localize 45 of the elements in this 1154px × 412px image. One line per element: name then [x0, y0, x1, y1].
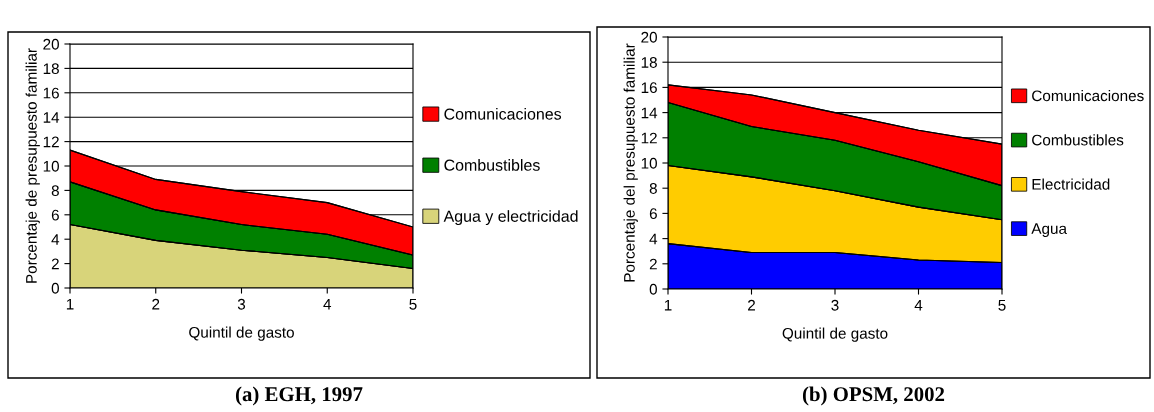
text: (a) EGH, 1997: [235, 386, 363, 406]
x-tick-label: 3: [831, 299, 839, 311]
y-tick-label: 4: [51, 234, 60, 245]
y-axis-title: Porcentaje de presupuesto familiar: [25, 48, 40, 283]
legend-label: Electricidad: [1032, 178, 1110, 190]
y-tick-label: 12: [43, 136, 59, 148]
y-tick-label: 6: [649, 208, 657, 220]
y-tick-label: 2: [649, 258, 657, 270]
x-tick-label: 4: [914, 299, 923, 311]
y-tick-label: 12: [641, 132, 657, 144]
x-tick-label: 4: [323, 298, 332, 310]
x-axis-title: Quintil de gasto: [189, 326, 294, 341]
y-tick-label: 2: [51, 258, 59, 270]
y-tick-label: 14: [641, 107, 658, 119]
legend-label: Combustibles: [444, 159, 540, 171]
y-axis-title: Porcentaje del presupuesto familiar: [623, 43, 638, 282]
legend-label: Comunicaciones: [444, 108, 562, 120]
y-tick-label: 10: [641, 157, 657, 169]
x-axis-title: Quintil de gasto: [782, 327, 888, 342]
text: (b) OPSM, 2002: [802, 386, 945, 406]
y-tick-label: 6: [51, 209, 59, 221]
y-tick-label: 20: [641, 31, 657, 43]
y-tick-label: 20: [43, 38, 59, 50]
y-tick-label: 14: [43, 112, 60, 123]
y-tick-label: 16: [641, 82, 657, 94]
legend-label: Comunicaciones: [1032, 89, 1144, 102]
x-tick-label: 5: [409, 298, 417, 310]
y-tick-label: 10: [43, 160, 59, 172]
y-tick-label: 0: [649, 283, 657, 295]
y-tick-label: 0: [51, 282, 59, 294]
x-tick-label: 3: [237, 298, 246, 310]
y-tick-label: 16: [43, 87, 59, 99]
x-tick-label: 1: [66, 298, 74, 310]
y-tick-label: 18: [641, 57, 657, 68]
legend-label: Agua: [1031, 223, 1067, 238]
legend-label: Agua y electricidad: [443, 210, 578, 226]
x-tick-label: 5: [998, 299, 1006, 311]
legend-label: Combustibles: [1032, 134, 1124, 146]
x-tick-label: 1: [664, 299, 672, 311]
y-tick-label: 8: [51, 185, 59, 197]
x-tick-label: 2: [152, 298, 160, 310]
y-tick-label: 8: [649, 183, 657, 194]
y-tick-label: 18: [43, 63, 59, 75]
x-tick-label: 2: [748, 299, 755, 311]
y-tick-label: 4: [649, 233, 658, 245]
